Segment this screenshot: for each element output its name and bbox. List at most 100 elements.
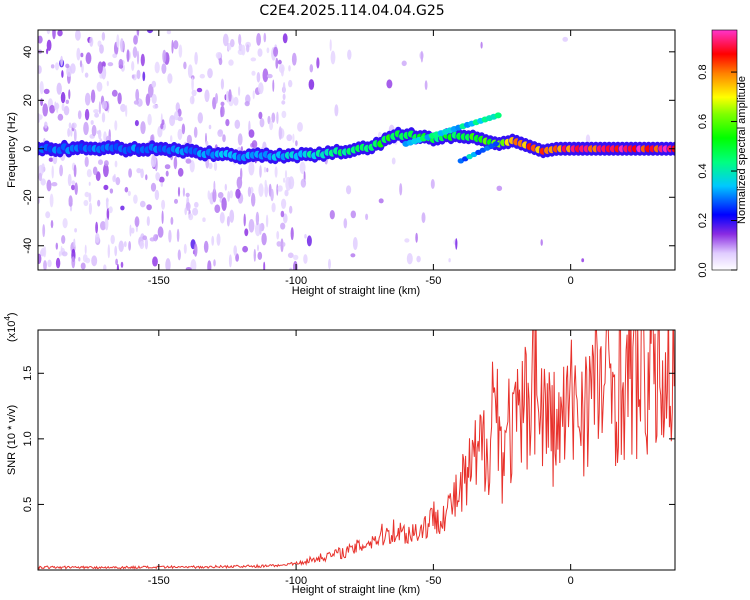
x-tick-label: 0 — [568, 575, 574, 587]
spectrogram-speckle — [169, 115, 176, 127]
spectrogram-speckle — [78, 257, 81, 262]
spectrogram-speckle — [74, 228, 77, 233]
spectrogram-speckle — [234, 119, 241, 129]
spectrogram-speckle — [84, 108, 90, 121]
spectrogram-speckle — [38, 172, 43, 182]
spectrogram-speckle — [105, 197, 109, 210]
spectrogram-speckle — [63, 105, 70, 116]
spectrogram-speckle — [187, 64, 193, 79]
spectrogram-speckle — [155, 172, 161, 181]
spectrogram-speckle — [228, 89, 232, 102]
spectrogram-speckle — [284, 170, 288, 179]
spectrogram-speckle — [282, 82, 286, 94]
spectrogram-speckle — [92, 166, 98, 176]
spectrogram-speckle — [219, 212, 225, 224]
spectrogram-speckle — [259, 118, 265, 128]
spectrogram-speckle — [203, 240, 209, 253]
spectrogram-speckle — [96, 81, 103, 92]
spectrogram-speckle — [61, 70, 64, 78]
colorbar-label: Normalized spectral amplitude — [736, 76, 748, 224]
spectrogram-speckle — [217, 192, 224, 199]
spectrogram-speckle — [55, 257, 61, 269]
spectrogram-speckle — [50, 64, 55, 69]
spectrogram-speckle — [91, 255, 98, 267]
spectrogram-speckle — [144, 237, 148, 250]
spectrogram-speckle — [224, 183, 227, 191]
spectrogram-speckle — [316, 57, 320, 69]
spectrogram-speckle — [95, 221, 98, 234]
spectrogram-speckle — [41, 163, 45, 174]
spectrogram-speckle — [154, 61, 160, 74]
spectrogram-speckle — [131, 227, 135, 234]
spectrogram-speckle — [350, 210, 356, 219]
colorbar-tick-label: 0.4 — [697, 163, 709, 178]
spectrogram-speckle — [86, 169, 92, 178]
spectrogram-speckle — [174, 111, 179, 121]
spectrogram-speckle — [123, 241, 127, 248]
colorbar-tick-label: 0.2 — [697, 213, 709, 228]
spectrogram-speckle — [230, 39, 235, 48]
spectrogram-speckle — [190, 259, 197, 270]
spectrogram-speckle — [84, 191, 90, 198]
spectrogram-speckle — [79, 60, 83, 68]
spectrogram-speckle — [159, 176, 165, 183]
spectrogram-speckle — [55, 62, 59, 71]
spectrogram-speckle — [98, 129, 102, 140]
spectrogram-speckle — [229, 209, 235, 223]
snr-ticks: -150 -100 -50 0 0.5 1.0 1.5 — [22, 330, 675, 587]
spectrogram-speckle — [115, 177, 121, 186]
spectrogram-speckle — [40, 178, 46, 186]
spectrogram-speckle — [253, 248, 256, 262]
spectrogram-speckle — [98, 101, 101, 115]
spectrogram-speckle — [49, 104, 55, 114]
spectrogram-speckle — [140, 121, 146, 135]
spectrogram-speckle — [189, 160, 195, 173]
spectrogram-ticks: -150 -100 -50 0 -40 -20 0 20 40 — [22, 30, 675, 287]
spectrogram-speckle — [177, 186, 181, 197]
spectrogram-speckle — [191, 77, 194, 91]
spectrogram-speckle — [134, 216, 140, 228]
spectrogram-speckle — [55, 242, 58, 250]
spectrogram-speckle — [266, 167, 269, 173]
spectrogram-speckle — [95, 232, 100, 244]
spectrogram-speckle — [176, 228, 180, 242]
spectrogram-speckle — [257, 244, 259, 252]
spectrogram-speckle — [101, 32, 106, 41]
spectrogram-speckle — [103, 184, 109, 191]
spectrogram-speckle — [133, 35, 138, 45]
spectrogram-speckle — [218, 57, 223, 66]
spectrogram-speckle — [89, 36, 94, 47]
x-tick-label: -100 — [285, 275, 307, 287]
spectrogram-speckle — [264, 179, 267, 188]
spectrogram-speckle — [235, 188, 241, 199]
spectrogram-speckle — [104, 160, 109, 167]
spectrogram-speckle — [73, 164, 77, 178]
spectrogram-speckle — [51, 182, 58, 187]
spectrogram-speckle — [273, 46, 279, 57]
spectrogram-speckle — [58, 251, 62, 257]
spectrogram-speckle — [282, 93, 286, 101]
spectrogram-speckle — [271, 202, 276, 213]
spectrogram-speckle — [56, 82, 62, 95]
spectrogram-speckle — [120, 103, 127, 113]
spectrogram-speckle — [211, 235, 215, 246]
spectrogram-speckle — [258, 82, 264, 95]
spectrogram-speckle — [88, 181, 91, 186]
spectrogram-speckle — [71, 256, 76, 269]
spectrogram-speckle — [233, 96, 239, 106]
spectrogram-speckle — [306, 235, 312, 247]
spectrogram-speckle — [38, 113, 41, 123]
spectrogram-speckle — [266, 73, 273, 79]
spectrogram-speckle — [258, 111, 263, 120]
snr-exponent: (x104) — [3, 312, 18, 342]
spectrogram-speckle — [220, 105, 225, 118]
spectrogram-speckle — [288, 176, 295, 190]
spectrogram-speckle — [126, 49, 130, 63]
spectrogram-speckle — [133, 100, 139, 105]
spectrogram-speckle — [46, 30, 51, 35]
spectrogram-speckle — [255, 211, 260, 226]
spectrogram-speckle — [182, 187, 185, 197]
spectrogram-speckle — [39, 81, 44, 95]
spectrogram-speckle — [292, 133, 295, 143]
